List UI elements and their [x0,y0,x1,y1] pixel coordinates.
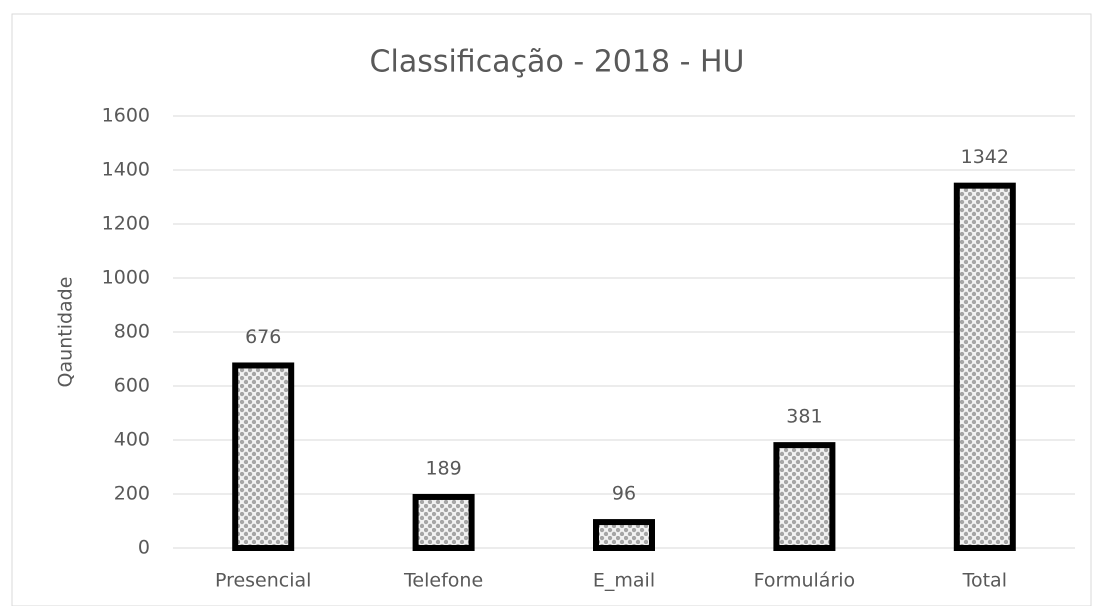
bar [773,442,836,552]
data-label: 96 [612,483,636,505]
y-tick-label: 800 [114,321,150,343]
x-tick-label: E_mail [593,570,655,592]
x-tick-label: Telefone [403,570,483,592]
y-tick-label: 1600 [102,105,150,127]
bar [593,519,655,552]
chart-title: Classificação - 2018 - HU [370,45,745,80]
x-tick-label: Formulário [754,570,856,592]
bar [232,362,295,552]
y-tick-label: 400 [114,429,150,451]
y-tick-label: 600 [114,375,150,397]
y-tick-label: 1000 [102,267,150,289]
data-label: 1342 [961,146,1009,168]
bar [412,493,475,551]
chart-border [11,13,1092,606]
x-tick-label: Presencial [215,570,311,592]
y-tick-label: 1400 [102,159,150,181]
data-label: 189 [425,457,461,479]
y-tick-label: 200 [114,483,150,505]
x-tick-label: Total [962,570,1007,592]
bar [953,182,1016,551]
data-label: 676 [245,326,281,348]
data-label: 381 [786,406,822,428]
y-axis-label: Qauntidade [55,277,77,388]
y-tick-label: 0 [138,537,150,559]
y-tick-label: 1200 [102,213,150,235]
